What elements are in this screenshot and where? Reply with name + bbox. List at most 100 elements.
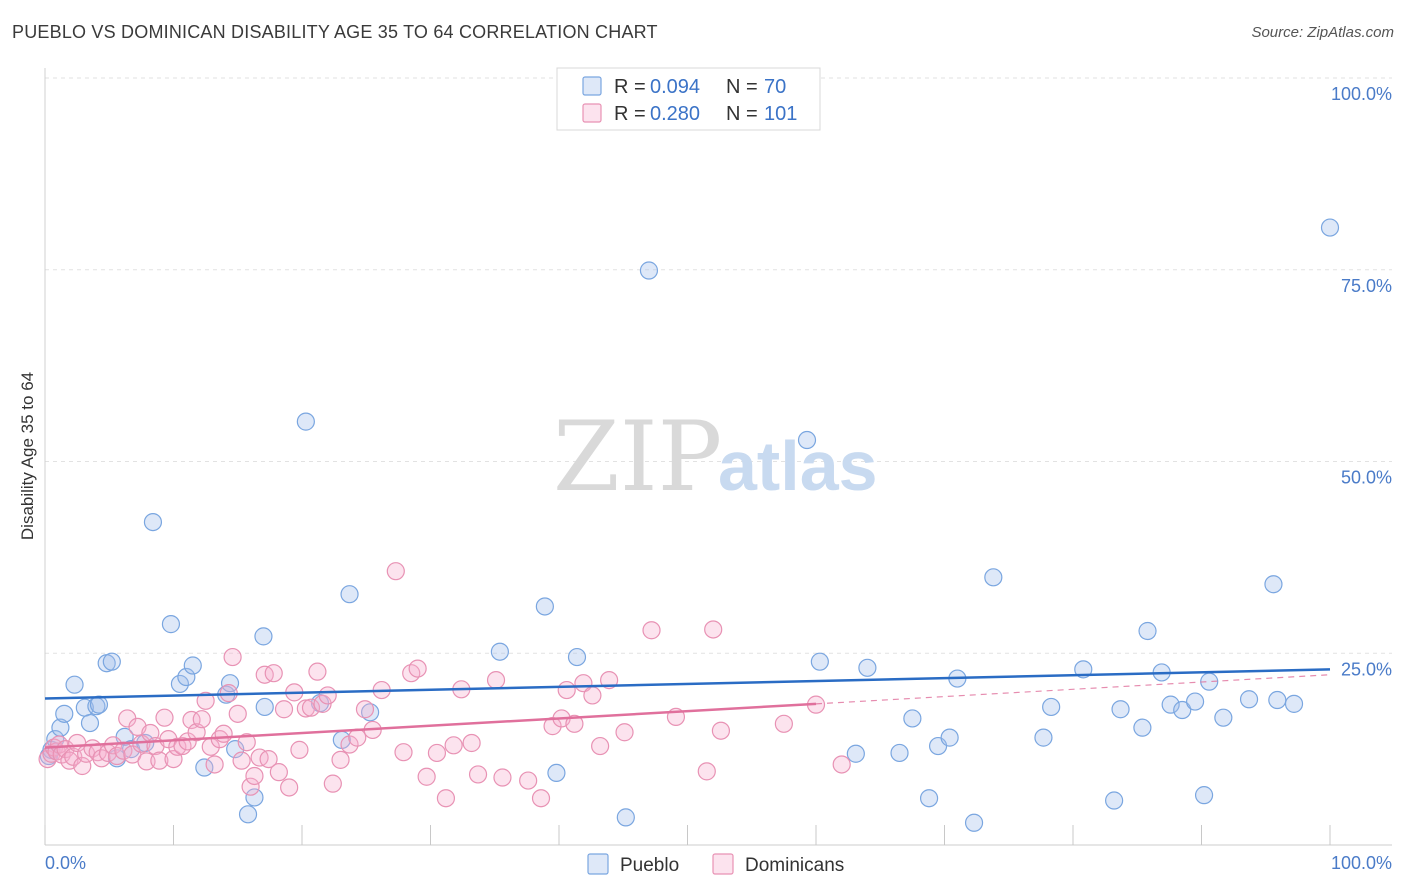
dominicans-point-52 — [269, 763, 288, 782]
dominicans-point-72 — [408, 659, 427, 678]
dominicans-point-92 — [615, 723, 634, 742]
dominicans-point-44 — [232, 751, 251, 770]
pueblo-point-37 — [567, 647, 587, 667]
pueblo-point-21 — [195, 758, 214, 777]
dominicans-point-82 — [519, 771, 538, 790]
dominicans-point-40 — [214, 724, 233, 743]
dominicans-point-57 — [296, 699, 315, 718]
y-tick-label-3: 100.0% — [1331, 84, 1392, 104]
dominicans-point-65 — [348, 728, 367, 747]
pueblo-point-58 — [1138, 621, 1157, 641]
pueblo-point-51 — [984, 568, 1003, 587]
dominicans-legend-r-value: 0.280 — [650, 103, 700, 125]
x-tick-label-1: 100.0% — [1331, 853, 1392, 873]
dominicans-point-45 — [237, 733, 256, 752]
dominicans-point-61 — [318, 686, 337, 705]
pueblo-point-41 — [810, 652, 829, 671]
pueblo-point-24 — [226, 740, 245, 759]
pueblo-point-40 — [797, 430, 817, 450]
pueblo-legend-r-label: R = — [614, 76, 646, 98]
pueblo-point-29 — [296, 412, 315, 431]
pueblo-point-57 — [1133, 718, 1152, 737]
dominicans-point-96 — [704, 620, 723, 639]
pueblo-point-55 — [1105, 791, 1124, 810]
y-tick-label-1: 50.0% — [1341, 468, 1392, 488]
pueblo-point-26 — [255, 697, 274, 717]
dominicans-bottom-legend-swatch — [712, 853, 734, 875]
pueblo-point-32 — [340, 585, 359, 604]
dominicans-point-86 — [557, 680, 576, 700]
dominicans-point-79 — [468, 765, 488, 784]
bottom-legend: Pueblo Dominicans — [587, 853, 844, 876]
pueblo-point-50 — [964, 813, 984, 832]
dominicans-point-98 — [774, 714, 793, 733]
y-tick-label-2: 75.0% — [1341, 276, 1392, 296]
dominicans-point-46 — [241, 777, 260, 796]
dominicans-legend-r-label: R = — [614, 103, 646, 125]
pueblo-point-9 — [89, 695, 109, 714]
watermark-atlas: atlas — [718, 427, 878, 505]
axes — [44, 825, 1392, 846]
pueblo-point-68 — [1268, 690, 1287, 710]
dominicans-point-36 — [196, 691, 215, 710]
dominicans-point-43 — [228, 704, 247, 723]
pueblo-point-66 — [1239, 690, 1259, 709]
pueblo-point-18 — [170, 674, 190, 694]
pueblo-point-34 — [490, 642, 509, 661]
dominicans-point-97 — [711, 721, 731, 740]
dominicans-point-66 — [355, 700, 375, 719]
pueblo-point-27 — [254, 627, 273, 646]
dominicans-trend-extension — [815, 674, 1331, 705]
pueblo-point-4 — [55, 704, 74, 723]
dominicans-point-35 — [192, 710, 211, 729]
pueblo-point-7 — [80, 713, 100, 733]
pueblo-trend-line — [44, 668, 1331, 700]
dominicans-point-56 — [290, 740, 309, 759]
dominicans-point-30 — [168, 737, 187, 756]
pueblo-point-56 — [1111, 700, 1130, 719]
pueblo-point-35 — [535, 597, 554, 616]
pueblo-point-63 — [1194, 786, 1214, 805]
gridlines — [44, 68, 1392, 845]
x-tick-label-0: 0.0% — [45, 853, 86, 873]
dominicans-point-89 — [583, 686, 602, 705]
dominicans-point-87 — [565, 714, 584, 733]
dominicans-legend-n-value: 101 — [764, 103, 797, 125]
dominicans-point-76 — [444, 736, 463, 755]
dominicans-legend-n-label: N = — [726, 103, 758, 125]
pueblo-point-62 — [1185, 692, 1205, 711]
dominicans-point-80 — [486, 670, 506, 690]
dominicans-point-47 — [245, 766, 264, 786]
dominicans-point-78 — [462, 733, 481, 753]
dominicans-point-38 — [205, 755, 224, 774]
pueblo-legend-n-value: 70 — [764, 76, 786, 98]
pueblo-point-65 — [1214, 708, 1233, 727]
dominicans-point-83 — [531, 789, 551, 808]
pueblo-bottom-legend-swatch — [587, 853, 609, 875]
chart-title: PUEBLO VS DOMINICAN DISABILITY AGE 35 TO… — [12, 22, 658, 42]
pueblo-point-43 — [858, 658, 877, 677]
pueblo-bottom-legend-label: Pueblo — [620, 855, 679, 876]
dominicans-point-27 — [155, 708, 174, 727]
watermark: ZIP atlas — [553, 401, 878, 513]
dominicans-point-90 — [591, 736, 610, 756]
pueblo-legend-r-value: 0.094 — [650, 76, 700, 98]
dominicans-point-74 — [427, 743, 447, 763]
pueblo-point-33 — [361, 703, 380, 722]
dominicans-point-54 — [280, 778, 299, 797]
dominicans-point-63 — [331, 750, 350, 769]
dominicans-point-95 — [697, 762, 716, 781]
pueblo-point-45 — [903, 709, 922, 728]
dominicans-point-70 — [394, 743, 413, 762]
dominicans-point-64 — [340, 735, 359, 754]
pueblo-point-5 — [65, 675, 84, 694]
dominicans-point-53 — [274, 700, 294, 719]
dominicans-point-73 — [417, 767, 436, 786]
pueblo-point-39 — [639, 261, 659, 280]
dominicans-point-93 — [642, 621, 661, 640]
data-points — [38, 218, 1340, 832]
dominicans-point-62 — [323, 774, 342, 793]
trend-lines — [44, 668, 1331, 749]
dominicans-point-51 — [264, 664, 283, 683]
dominicans-point-69 — [386, 562, 405, 581]
